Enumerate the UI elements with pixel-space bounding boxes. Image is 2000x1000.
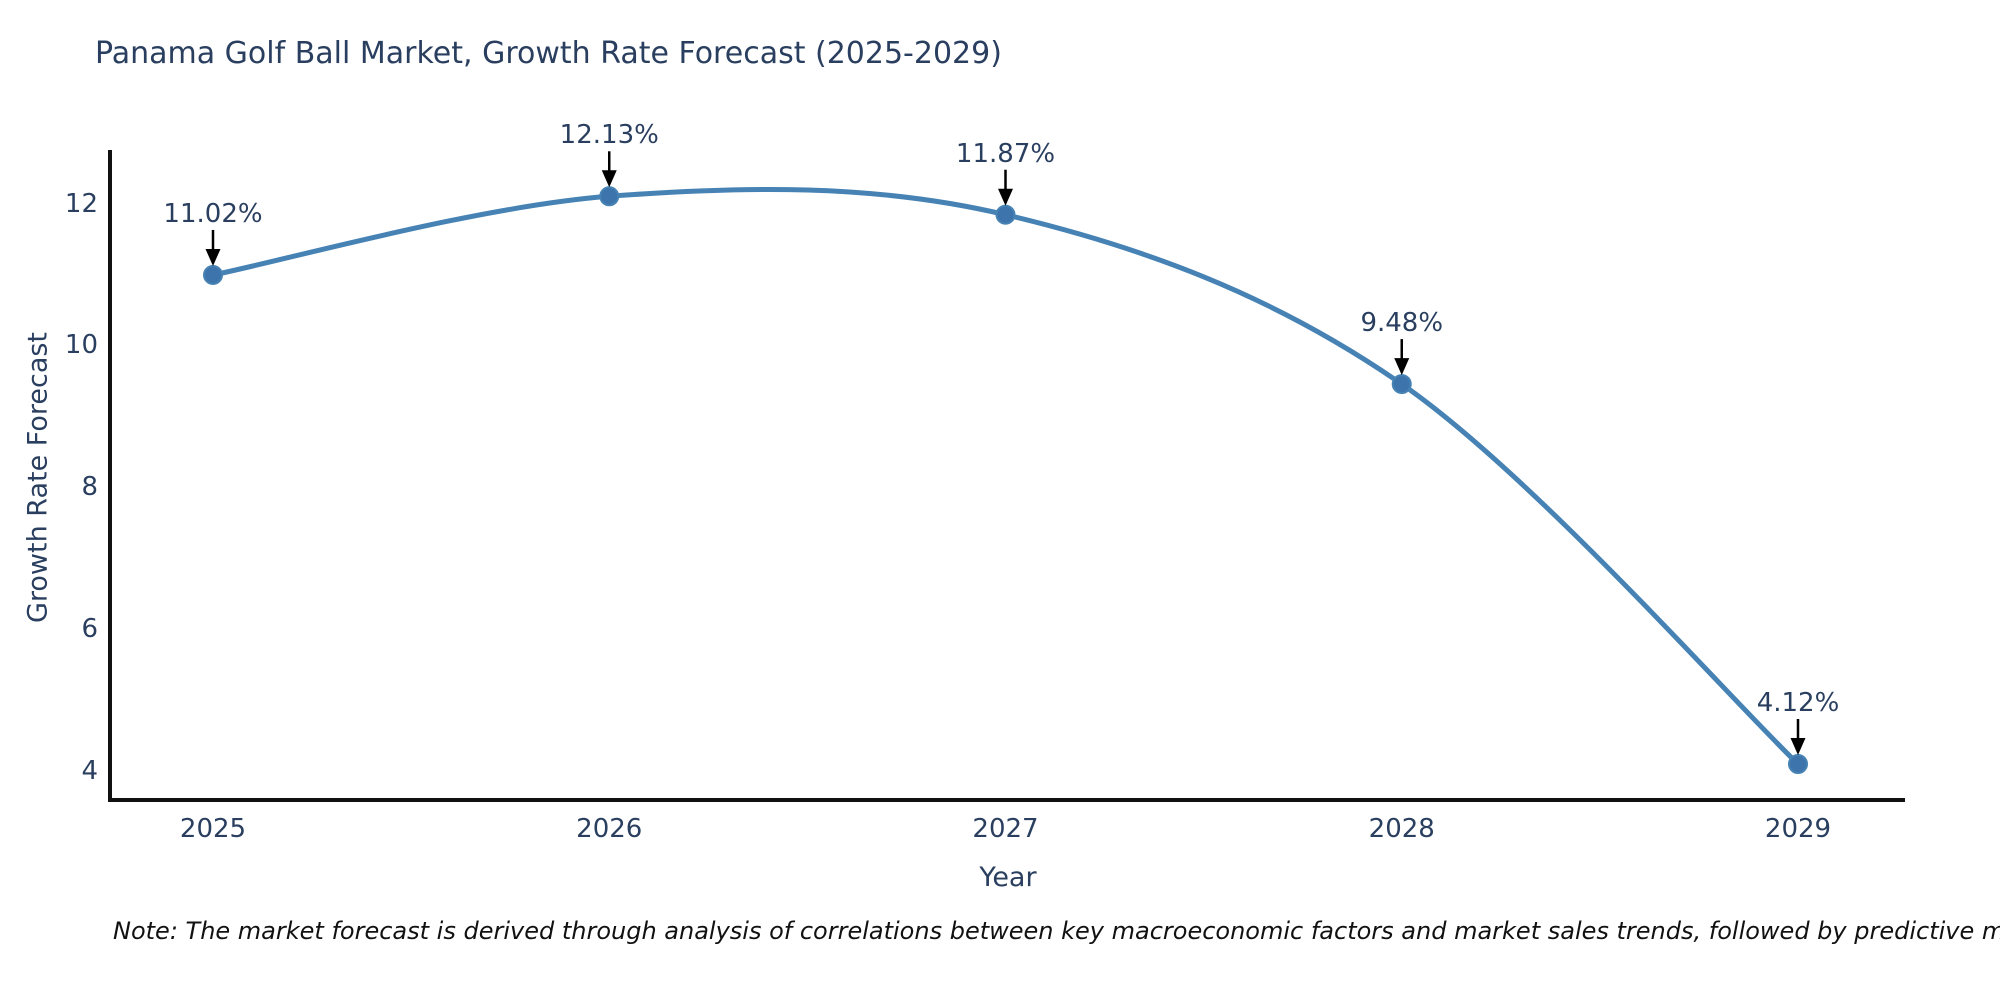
data-point-marker [599,186,620,207]
chart-title: Panama Golf Ball Market, Growth Rate For… [95,36,1002,71]
data-point-marker [203,264,223,285]
data-point-marker [1788,753,1808,774]
annotation-arrowhead [1394,358,1410,376]
data-point-marker [995,204,1016,225]
data-point-label: 11.02% [163,198,263,229]
x-axis-title: Year [979,862,1037,893]
x-tick-label: 2028 [1368,814,1435,844]
y-tick-label: 12 [64,188,98,219]
data-point-label: 9.48% [1360,308,1444,339]
x-tick-label: 2025 [179,814,247,844]
data-point-label: 4.12% [1756,687,1840,718]
footnote: Note: The market forecast is derived thr… [113,917,2000,945]
x-tick-label: 2026 [576,814,643,844]
annotation-arrowhead [205,248,221,266]
data-point-marker [1391,374,1412,395]
x-tick-label: 2027 [972,814,1039,844]
y-tick-label: 10 [64,330,98,361]
y-tick-label: 4 [81,755,98,786]
y-tick-label: 8 [81,472,98,502]
trend-line [210,186,1801,767]
annotation-arrowhead [998,188,1013,206]
annotation-arrowhead [1790,737,1806,755]
data-point-label: 12.13% [559,120,659,151]
y-tick-label: 6 [81,613,98,644]
x-tick-label: 2029 [1764,814,1832,844]
data-point-label: 11.87% [955,138,1056,169]
annotation-arrowhead [601,170,617,188]
